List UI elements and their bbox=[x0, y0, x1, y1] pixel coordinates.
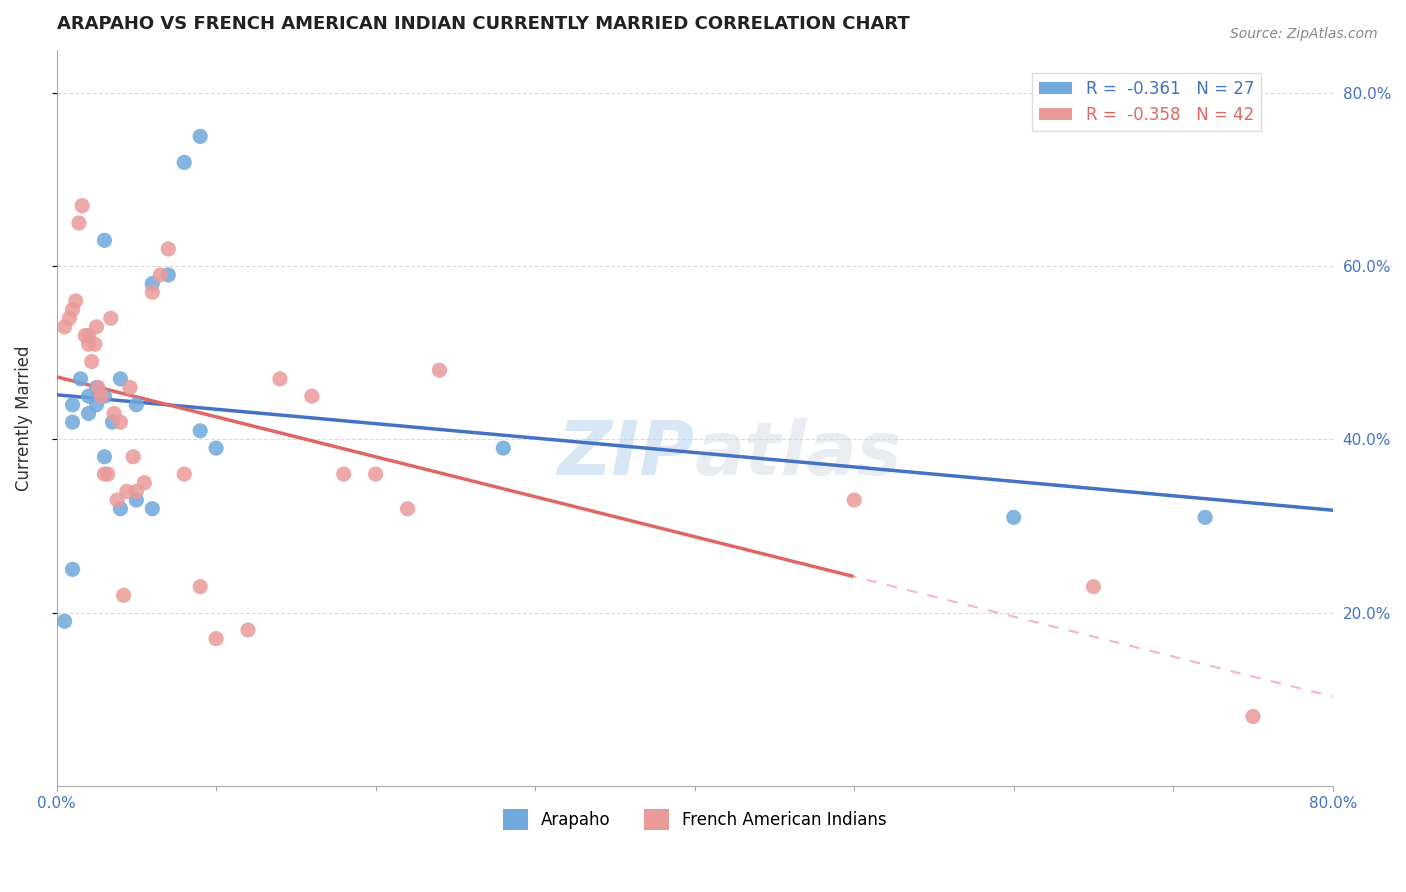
Point bbox=[1194, 510, 1216, 524]
Point bbox=[173, 467, 195, 481]
Point bbox=[110, 501, 132, 516]
Point bbox=[205, 441, 228, 455]
Point bbox=[115, 484, 138, 499]
Point bbox=[100, 311, 122, 326]
Point bbox=[134, 475, 156, 490]
Point bbox=[364, 467, 387, 481]
Point bbox=[80, 354, 103, 368]
Point bbox=[83, 337, 105, 351]
Point bbox=[122, 450, 145, 464]
Point bbox=[141, 285, 163, 300]
Text: ARAPAHO VS FRENCH AMERICAN INDIAN CURRENTLY MARRIED CORRELATION CHART: ARAPAHO VS FRENCH AMERICAN INDIAN CURREN… bbox=[56, 15, 910, 33]
Point bbox=[62, 562, 84, 576]
Point bbox=[125, 398, 148, 412]
Text: atlas: atlas bbox=[695, 418, 903, 491]
Point bbox=[103, 407, 125, 421]
Point bbox=[69, 372, 91, 386]
Point bbox=[70, 199, 93, 213]
Point bbox=[67, 216, 90, 230]
Point bbox=[75, 328, 97, 343]
Point bbox=[77, 337, 100, 351]
Point bbox=[188, 424, 211, 438]
Point bbox=[62, 302, 84, 317]
Point bbox=[492, 441, 515, 455]
Point bbox=[125, 493, 148, 508]
Point bbox=[301, 389, 323, 403]
Point bbox=[141, 277, 163, 291]
Point bbox=[396, 501, 419, 516]
Point bbox=[87, 380, 110, 394]
Point bbox=[93, 233, 115, 247]
Point bbox=[1241, 709, 1264, 723]
Point bbox=[86, 380, 108, 394]
Point bbox=[236, 623, 259, 637]
Point bbox=[149, 268, 172, 282]
Point bbox=[1002, 510, 1025, 524]
Point bbox=[173, 155, 195, 169]
Point bbox=[105, 493, 128, 508]
Point bbox=[112, 588, 135, 602]
Point bbox=[58, 311, 80, 326]
Point bbox=[53, 615, 76, 629]
Point bbox=[1083, 580, 1105, 594]
Point bbox=[332, 467, 354, 481]
Point bbox=[90, 389, 112, 403]
Point bbox=[188, 129, 211, 144]
Point bbox=[77, 389, 100, 403]
Point bbox=[101, 415, 124, 429]
Point bbox=[65, 293, 87, 308]
Point bbox=[205, 632, 228, 646]
Y-axis label: Currently Married: Currently Married bbox=[15, 345, 32, 491]
Point bbox=[62, 398, 84, 412]
Point bbox=[97, 467, 120, 481]
Point bbox=[125, 484, 148, 499]
Point bbox=[53, 319, 76, 334]
Point bbox=[86, 319, 108, 334]
Point bbox=[118, 380, 141, 394]
Point bbox=[188, 580, 211, 594]
Point bbox=[141, 501, 163, 516]
Text: Source: ZipAtlas.com: Source: ZipAtlas.com bbox=[1230, 27, 1378, 41]
Point bbox=[93, 467, 115, 481]
Point bbox=[77, 407, 100, 421]
Point bbox=[93, 389, 115, 403]
Point bbox=[86, 398, 108, 412]
Point bbox=[429, 363, 451, 377]
Point bbox=[844, 493, 866, 508]
Point bbox=[269, 372, 291, 386]
Point bbox=[110, 372, 132, 386]
Point bbox=[157, 268, 180, 282]
Point bbox=[157, 242, 180, 256]
Legend: Arapaho, French American Indians: Arapaho, French American Indians bbox=[496, 803, 893, 837]
Point bbox=[110, 415, 132, 429]
Text: ZIP: ZIP bbox=[557, 418, 695, 491]
Point bbox=[62, 415, 84, 429]
Point bbox=[93, 450, 115, 464]
Point bbox=[77, 328, 100, 343]
